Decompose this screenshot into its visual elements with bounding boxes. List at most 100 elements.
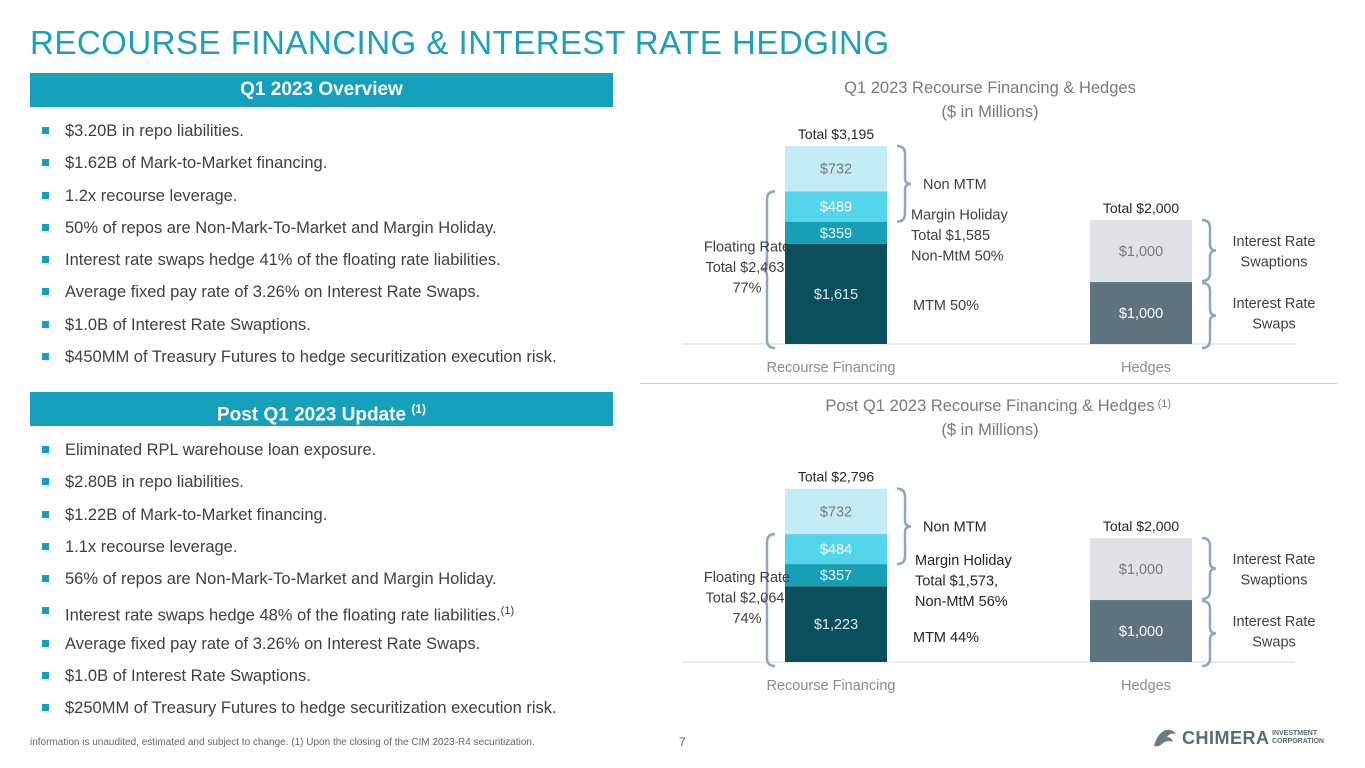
mtm-annotation: MTM 44%	[913, 630, 979, 646]
bar-value-label: $357	[820, 568, 852, 584]
overview-banner: Q1 2023 Overview	[30, 73, 613, 107]
update-bullet-item: 1.1x recourse leverage.	[40, 537, 557, 569]
bar-segment	[785, 221, 887, 244]
chart-title: Q1 2023 Recourse Financing & Hedges	[844, 79, 1136, 97]
floating-rate-annotation: 77%	[732, 281, 761, 297]
bar-value-label: $1,615	[814, 287, 858, 303]
overview-bullet-text: Average fixed pay rate of 3.26% on Inter…	[65, 283, 481, 302]
update-bullet-item: 56% of repos are Non-Mark-To-Market and …	[40, 569, 557, 601]
bar-total-label: Total $2,796	[798, 469, 874, 485]
chimera-logo-icon	[1154, 729, 1176, 747]
bar-segment	[785, 564, 887, 587]
overview-bullet-item: Average fixed pay rate of 3.26% on Inter…	[40, 282, 557, 314]
margin-holiday-annotation: Non-MtM 56%	[915, 594, 1008, 610]
chart-title-footnote-ref: (1)	[1158, 398, 1171, 410]
swaptions-annotation: Interest Rate	[1232, 234, 1315, 250]
overview-bullet-item: $450MM of Treasury Futures to hedge secu…	[40, 347, 557, 379]
update-bullet-text: $1.22B of Mark-to-Market financing.	[65, 505, 328, 524]
update-bullet-text: Average fixed pay rate of 3.26% on Inter…	[65, 634, 481, 653]
swaps-annotation: Swaps	[1252, 317, 1296, 333]
category-label: Hedges	[1121, 360, 1171, 376]
bar-total-label: Total $2,000	[1103, 518, 1179, 534]
chart-svg: Post Q1 2023 Recourse Financing & Hedges…	[682, 397, 1316, 694]
chart-title: Post Q1 2023 Recourse Financing & Hedges	[825, 397, 1154, 415]
overview-bullet-text: 50% of repos are Non-Mark-To-Market and …	[65, 218, 497, 237]
update-bullet-text: 56% of repos are Non-Mark-To-Market and …	[65, 570, 497, 589]
bar-segment	[785, 243, 887, 344]
swaps-bracket	[1201, 599, 1217, 668]
bar-value-label: $489	[820, 200, 852, 216]
margin-holiday-annotation: Margin Holiday	[915, 553, 1012, 569]
overview-bullet-item: 50% of repos are Non-Mark-To-Market and …	[40, 218, 557, 250]
swaps-bracket	[1201, 281, 1217, 350]
update-bullet-text: 1.1x recourse leverage.	[65, 537, 238, 556]
bar-segment	[785, 191, 887, 222]
update-bullet-item: Interest rate swaps hedge 48% of the flo…	[40, 601, 557, 633]
overview-bullet-text: $3.20B in repo liabilities.	[65, 122, 244, 140]
update-banner-footnote-ref: (1)	[411, 402, 426, 416]
non-mtm-annotation: Non MTM	[923, 177, 987, 193]
chart-subtitle: ($ in Millions)	[941, 103, 1038, 121]
margin-holiday-annotation: Non-MtM 50%	[911, 249, 1004, 265]
overview-bullet-list: $3.20B in repo liabilities. $1.62B of Mar…	[40, 121, 557, 379]
margin-holiday-annotation: Total $1,585	[911, 228, 990, 244]
floating-rate-annotation: 74%	[732, 611, 761, 627]
update-bullet-item: $1.0B of Interest Rate Swaptions.	[40, 666, 557, 698]
update-bullet-item: $1.22B of Mark-to-Market financing.	[40, 505, 557, 537]
update-bullet-item: $2.80B in repo liabilities.	[40, 472, 557, 504]
logo-wordmark: CHIMERA	[1182, 728, 1270, 748]
category-label: Recourse Financing	[767, 678, 896, 694]
update-bullet-item: $250MM of Treasury Futures to hedge secu…	[40, 698, 557, 730]
update-footnote-ref: (1)	[500, 605, 515, 618]
logo-subtext-line2: CORPORATION	[1272, 738, 1324, 745]
bar-value-label: $1,000	[1119, 306, 1163, 322]
overview-bullet-text: $450MM of Treasury Futures to hedge secu…	[65, 348, 557, 367]
floating-rate-annotation: Total $2,064,	[705, 591, 788, 607]
bar-segment	[785, 488, 887, 535]
bar-value-label: $1,000	[1119, 624, 1163, 640]
section-divider	[640, 383, 1337, 384]
bar-value-label: $1,000	[1119, 562, 1163, 578]
bar-segment	[1090, 282, 1192, 344]
overview-bullet-text: Interest rate swaps hedge 41% of the flo…	[65, 251, 501, 270]
bar-value-label: $1,000	[1119, 244, 1163, 260]
swaptions-annotation: Swaptions	[1241, 573, 1308, 589]
post-q1-financing-hedges-chart: Post Q1 2023 Recourse Financing & Hedges…	[640, 388, 1340, 698]
bar-segment	[1090, 220, 1192, 283]
bar-value-label: $732	[820, 162, 852, 178]
floating-rate-bracket	[760, 532, 776, 668]
bar-value-label: $359	[820, 226, 852, 242]
q1-financing-hedges-chart: Q1 2023 Recourse Financing & Hedges ($ in…	[640, 70, 1340, 380]
swaps-annotation: Swaps	[1252, 635, 1296, 651]
overview-bullet-item: $3.20B in repo liabilities.	[40, 121, 557, 153]
overview-bullet-item: $1.62B of Mark-to-Market financing.	[40, 153, 557, 185]
floating-rate-annotation: Floating Rate	[704, 570, 790, 586]
update-banner: Post Q1 2023 Update (1)	[30, 392, 613, 426]
update-bullet-item: Average fixed pay rate of 3.26% on Inter…	[40, 634, 557, 666]
swaptions-bracket	[1201, 218, 1217, 283]
update-bullet-text: Eliminated RPL warehouse loan exposure.	[65, 441, 377, 459]
floating-rate-annotation: Total $2,463,	[705, 260, 788, 276]
overview-bullet-text: $1.0B of Interest Rate Swaptions.	[65, 315, 311, 334]
bar-segment	[1090, 538, 1192, 601]
overview-bullet-text: 1.2x recourse leverage.	[65, 186, 238, 205]
mtm-annotation: MTM 50%	[913, 298, 979, 314]
chart-svg: Q1 2023 Recourse Financing & Hedges ($ in…	[682, 79, 1316, 376]
update-bullet-text: $1.0B of Interest Rate Swaptions.	[65, 667, 311, 686]
swaptions-annotation: Interest Rate	[1232, 552, 1315, 568]
page-title: RECOURSE FINANCING & INTEREST RATE HEDGI…	[30, 24, 890, 61]
swaps-annotation: Interest Rate	[1232, 296, 1315, 312]
logo-subtext: INVESTMENT CORPORATION	[1272, 730, 1324, 746]
margin-holiday-annotation: Total $1,573,	[915, 574, 998, 590]
logo-subtext-line1: INVESTMENT	[1272, 730, 1318, 737]
bar-segment	[785, 586, 887, 662]
update-bullet-item: Eliminated RPL warehouse loan exposure.	[40, 440, 557, 472]
page-number: 7	[679, 735, 686, 749]
bar-value-label: $732	[820, 504, 852, 520]
overview-bullet-item: Interest rate swaps hedge 41% of the flo…	[40, 250, 557, 282]
chimera-logo: CHIMERA INVESTMENT CORPORATION	[1152, 726, 1324, 750]
bar-segment	[1090, 600, 1192, 662]
update-bullet-list: Eliminated RPL warehouse loan exposure. $…	[40, 440, 557, 731]
bar-total-label: Total $3,195	[798, 126, 874, 142]
overview-bullet-text: $1.62B of Mark-to-Market financing.	[65, 154, 328, 173]
